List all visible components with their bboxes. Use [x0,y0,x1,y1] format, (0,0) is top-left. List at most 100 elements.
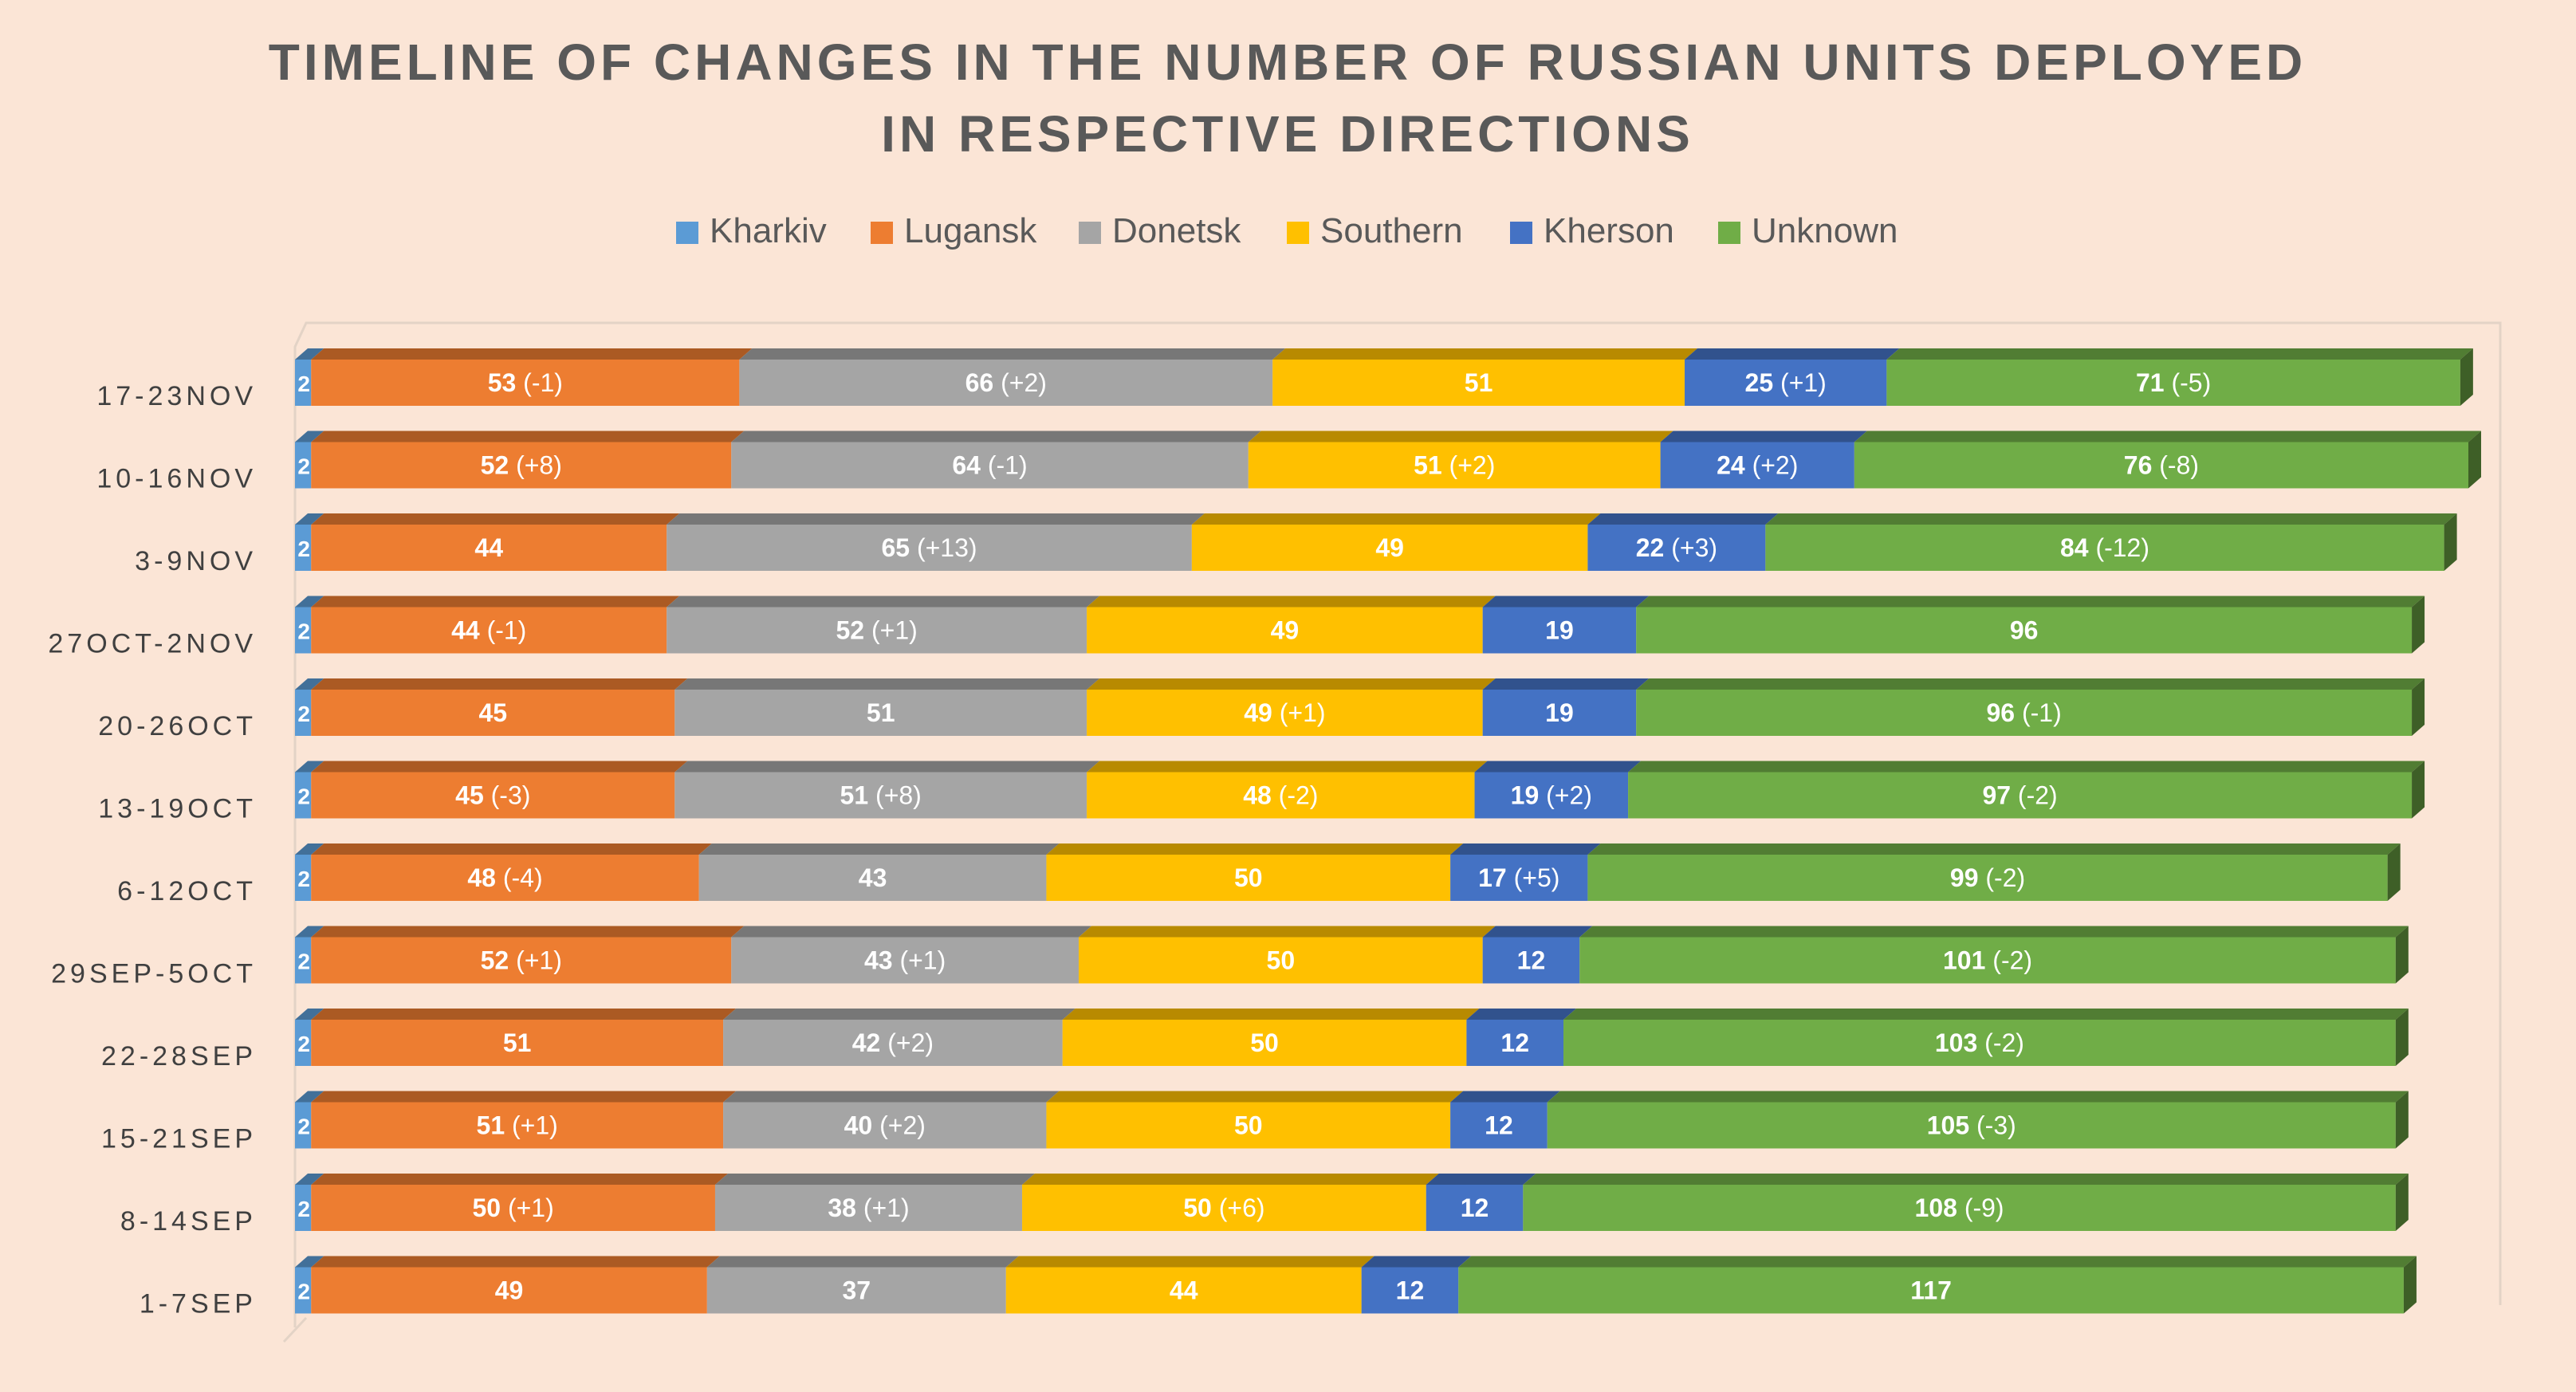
bar-kharkiv: 2 [295,926,324,984]
data-label: 53 (-1) [488,368,563,397]
legend-label: Donetsk [1112,211,1241,250]
bar-lugansk: 50 (+1) [311,1174,728,1231]
bar-southern: 50 [1046,1091,1464,1149]
legend-swatch [1510,222,1532,244]
bar-row-13-19oct: 2 45 (-3) 51 (+8) 48 (-2) 19 (+2) 97 (-2) [295,761,2425,819]
bar-southern: 50 (+6) [1022,1174,1439,1231]
data-label: 48 (-4) [467,863,542,892]
data-label: 44 [1170,1276,1198,1305]
bar-kharkiv: 2 [295,431,324,489]
data-label: 49 [1271,616,1300,645]
bar-unknown: 96 [1636,596,2425,654]
bar-lugansk: 52 (+1) [311,926,745,984]
legend-item-kharkiv: Kharkiv [676,211,827,250]
bar-southern: 51 [1272,348,1698,406]
data-label: 22 (+3) [1636,533,1717,562]
data-label: 52 (+1) [836,616,917,645]
data-label: 64 (-1) [952,451,1027,480]
bar-donetsk: 66 (+2) [739,348,1286,406]
data-label: 2 [297,454,310,479]
data-label: 50 [1234,863,1263,892]
bar-lugansk: 45 [311,678,688,736]
data-label: 17 (+5) [1478,863,1559,892]
bar-row-22-28sep: 2 51 42 (+2) 50 12 103 (-2) [295,1009,2409,1066]
legend-label: Unknown [1752,211,1898,250]
bar-unknown: 84 (-12) [1765,513,2457,571]
legend-swatch [1287,222,1309,244]
bar-donetsk: 65 (+13) [667,513,1205,571]
bar-row-20-26oct: 2 45 51 49 (+1) 19 96 (-1) [295,678,2425,736]
bar-unknown: 117 [1458,1256,2417,1314]
data-label: 66 (+2) [966,368,1047,397]
category-label: 20-26OCT [98,711,257,741]
data-label: 19 [1545,698,1574,727]
data-label: 101 (-2) [1943,946,2032,975]
bar-lugansk: 51 [311,1009,737,1066]
bar-southern: 50 [1046,843,1464,901]
bar-unknown: 103 (-2) [1563,1009,2409,1066]
bar-kherson: 22 (+3) [1587,513,1779,571]
bar-kherson: 12 [1450,1091,1560,1149]
data-label: 51 [503,1028,532,1057]
data-label: 12 [1396,1276,1425,1305]
bar-lugansk: 49 [311,1256,720,1314]
bar-unknown: 76 (-8) [1854,431,2481,489]
bar-row-10-16nov: 2 52 (+8) 64 (-1) 51 (+2) 24 (+2) 76 (-8) [295,431,2481,489]
data-label: 24 (+2) [1717,451,1798,480]
data-label: 49 (+1) [1244,698,1325,727]
legend-label: Kherson [1544,211,1674,250]
data-label: 48 (-2) [1243,781,1318,810]
data-label: 96 [2010,616,2039,645]
data-label: 19 [1545,616,1574,645]
category-label: 29SEP-5OCT [51,959,257,989]
bar-lugansk: 53 (-1) [311,348,753,406]
data-label: 44 (-1) [451,616,526,645]
bar-row-6-12oct: 2 48 (-4) 43 50 17 (+5) 99 (-2) [295,843,2401,901]
bar-southern: 51 (+2) [1248,431,1673,489]
bar-lugansk: 44 [311,513,680,571]
legend-item-donetsk: Donetsk [1079,211,1241,250]
bar-kharkiv: 2 [295,1256,324,1314]
bar-kherson: 17 (+5) [1450,843,1601,901]
data-label: 103 (-2) [1935,1028,2024,1057]
bar-kherson: 19 [1482,596,1650,654]
bar-kherson: 12 [1466,1009,1577,1066]
data-label: 51 (+1) [477,1111,558,1140]
bar-donetsk: 42 (+2) [723,1009,1076,1066]
data-label: 2 [297,1032,310,1056]
legend-item-southern: Southern [1287,211,1463,250]
data-label: 2 [297,784,310,809]
bar-unknown: 71 (-5) [1886,348,2473,406]
bar-kharkiv: 2 [295,761,324,819]
category-label: 3-9NOV [135,546,257,576]
category-label: 22-28SEP [101,1041,257,1072]
category-label: 8-14SEP [120,1206,257,1237]
category-label: 1-7SEP [140,1289,257,1319]
data-label: 37 [843,1276,871,1305]
legend-swatch [1718,222,1740,244]
legend-item-kherson: Kherson [1510,211,1674,250]
data-label: 45 [478,698,507,727]
bar-kharkiv: 2 [295,1174,324,1231]
bar-southern: 48 (-2) [1087,761,1488,819]
bar-southern: 49 (+1) [1087,678,1496,736]
bar-lugansk: 48 (-4) [311,843,712,901]
data-label: 12 [1517,946,1546,975]
data-label: 97 (-2) [1982,781,2057,810]
data-label: 51 (+8) [840,781,922,810]
data-label: 2 [297,867,310,891]
category-label: 17-23NOV [96,381,257,411]
bar-row-3-9nov: 2 44 65 (+13) 49 22 (+3) 84 (-12) [295,513,2457,571]
category-label: 15-21SEP [101,1124,257,1154]
data-label: 50 [1267,946,1296,975]
data-label: 108 (-9) [1915,1193,2004,1222]
data-label: 40 (+2) [844,1111,926,1140]
bar-southern: 49 [1087,596,1496,654]
data-label: 52 (+1) [481,946,562,975]
bar-donetsk: 51 [674,678,1100,736]
bar-unknown: 99 (-2) [1587,843,2401,901]
data-label: 49 [495,1276,524,1305]
bar-row-27oct-2nov: 2 44 (-1) 52 (+1) 49 19 96 [295,596,2425,654]
